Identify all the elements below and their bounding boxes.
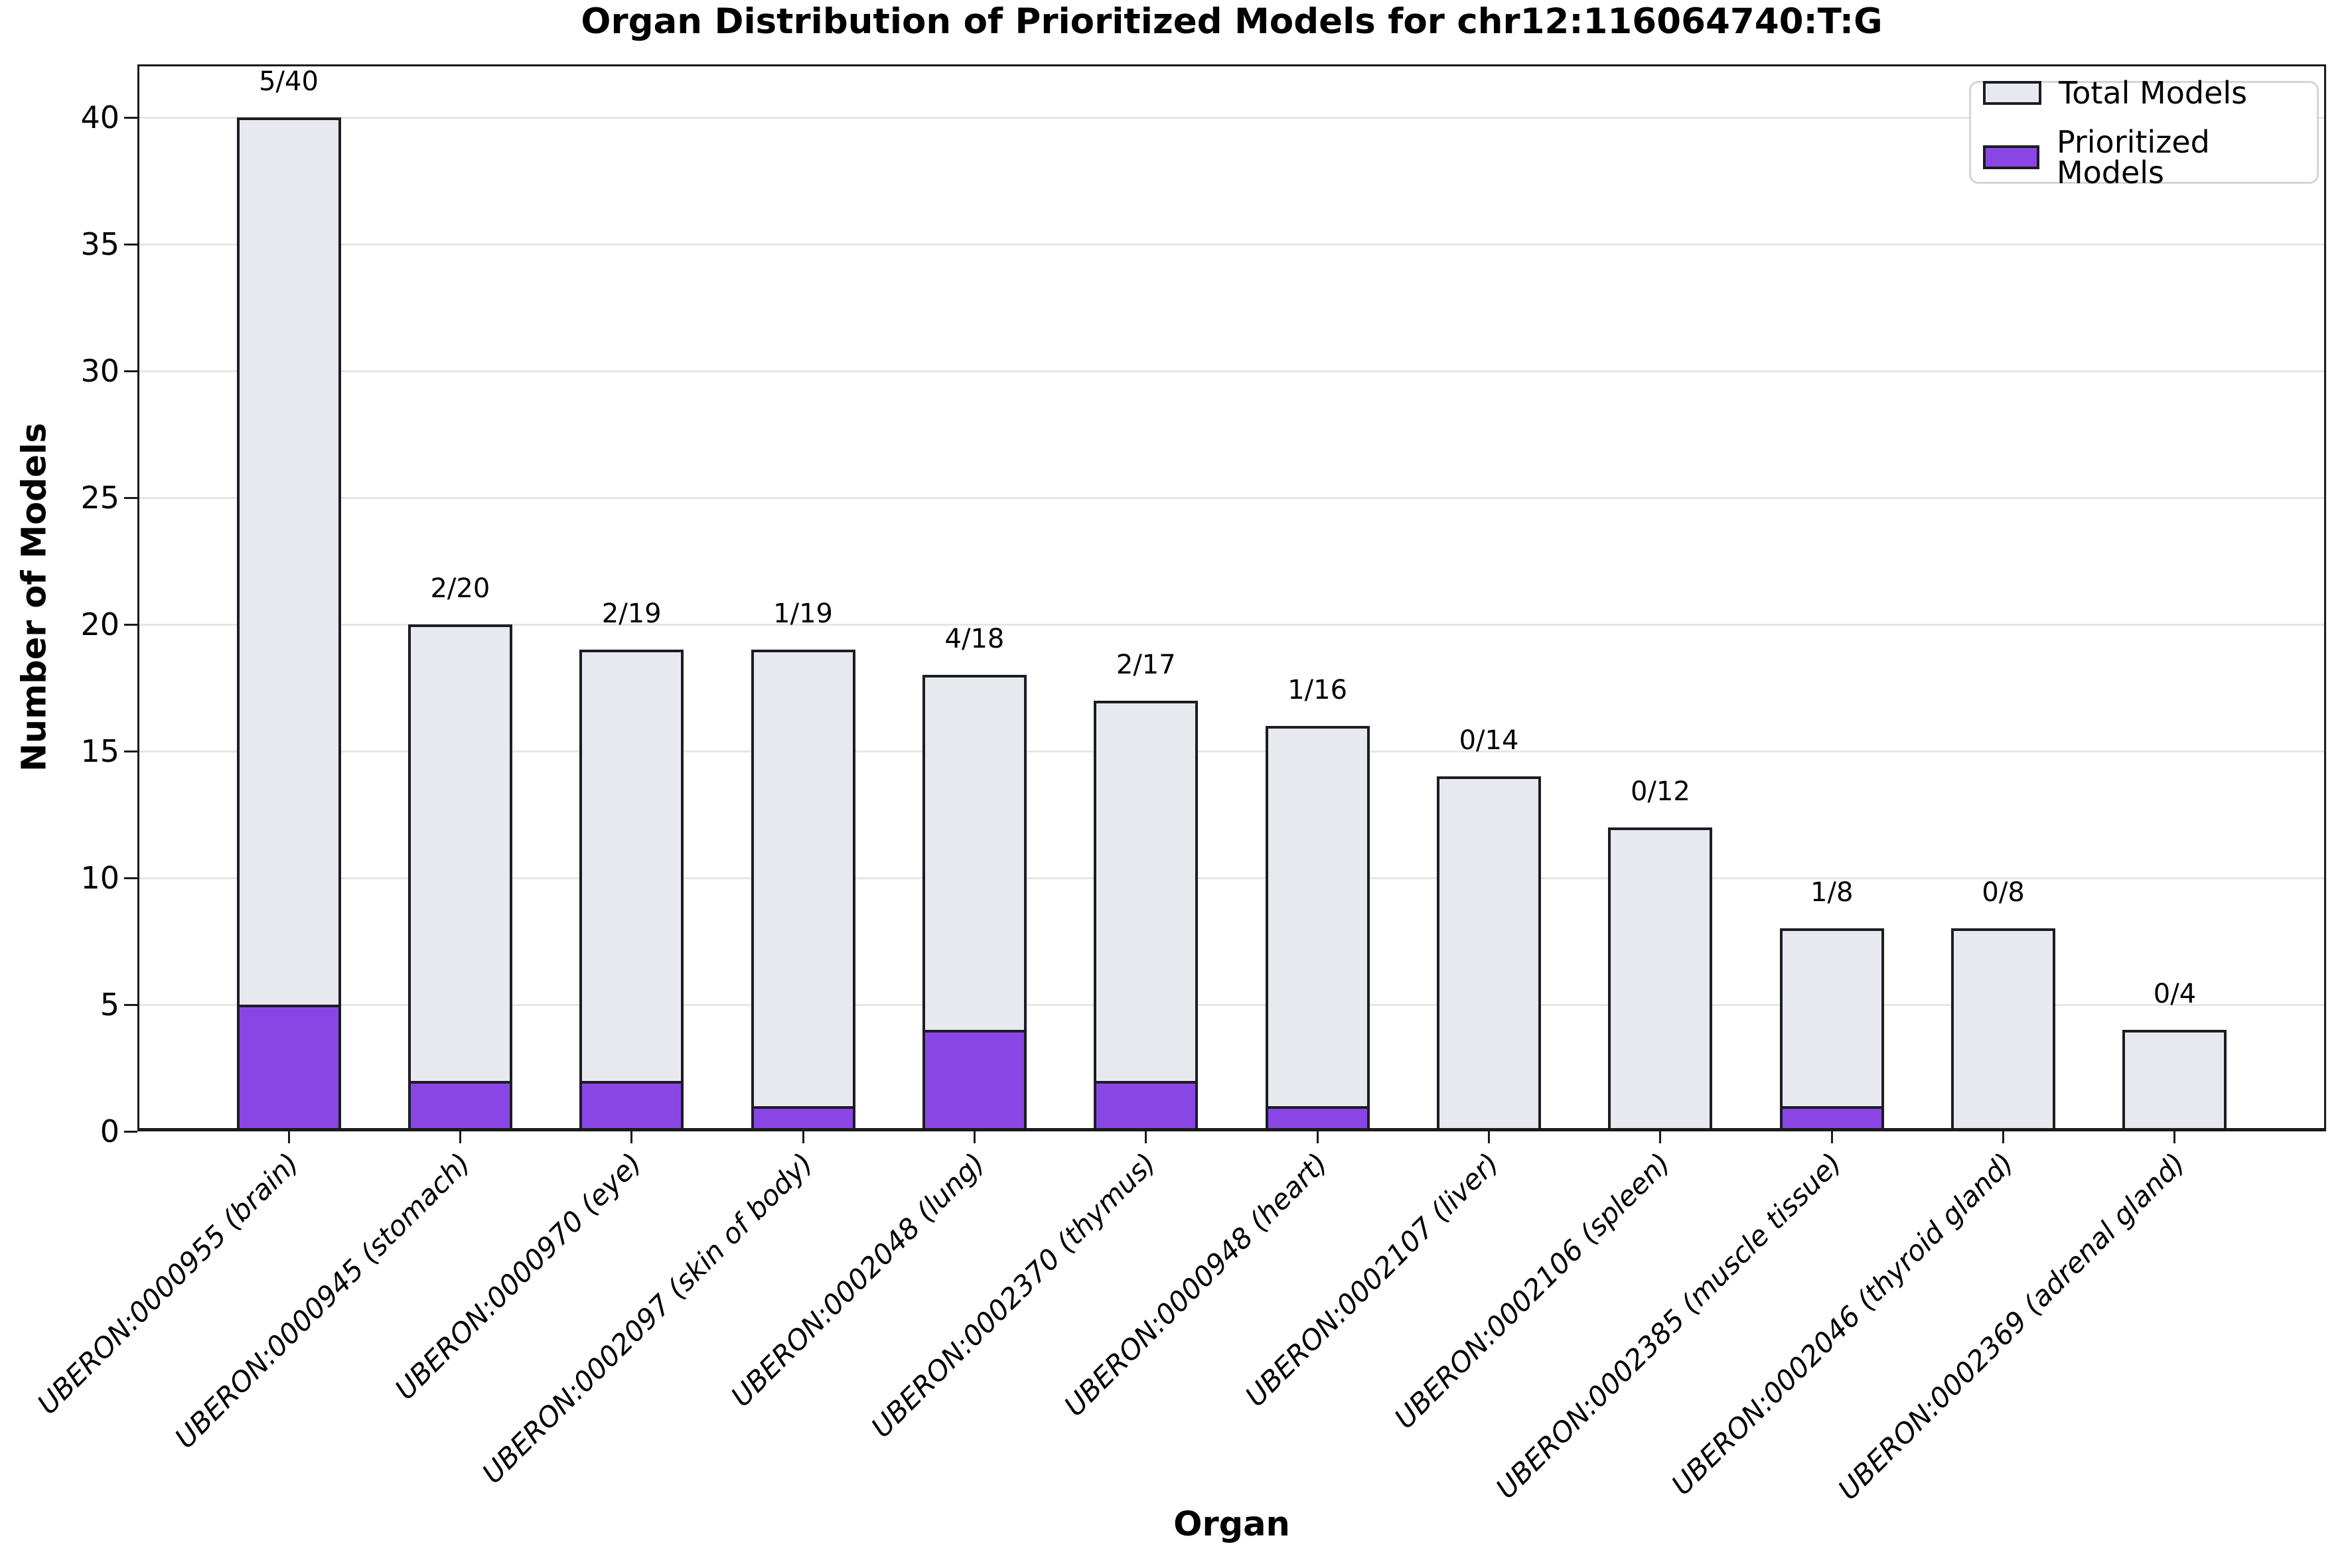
x-tick-mark-5 xyxy=(1145,1131,1147,1143)
y-tick-label-20: 20 xyxy=(80,606,119,642)
chart-title: Organ Distribution of Prioritized Models… xyxy=(581,1,1883,42)
legend-label-prioritized: Prioritized Models xyxy=(2056,123,2210,190)
y-tick-mark-5 xyxy=(124,1004,137,1006)
bar-value-label-5: 2/17 xyxy=(1116,649,1176,680)
total-bar-2 xyxy=(579,650,684,1131)
y-tick-label-40: 40 xyxy=(80,100,119,135)
gridline-y-15 xyxy=(139,750,2324,752)
y-tick-mark-0 xyxy=(124,1131,137,1133)
x-tick-mark-1 xyxy=(459,1131,461,1143)
bar-value-label-6: 1/16 xyxy=(1287,674,1348,705)
total-bar-5 xyxy=(1094,700,1199,1131)
bar-value-label-3: 1/19 xyxy=(773,599,833,630)
y-tick-label-5: 5 xyxy=(100,987,119,1023)
x-tick-mark-6 xyxy=(1316,1131,1319,1143)
bar-value-label-7: 0/14 xyxy=(1459,725,1519,756)
bar-value-label-11: 0/4 xyxy=(2153,979,2197,1010)
bar-value-label-10: 0/8 xyxy=(1982,877,2025,908)
y-tick-mark-40 xyxy=(124,117,137,119)
prioritized-bar-1 xyxy=(407,1080,512,1131)
x-axis-line xyxy=(137,1128,2326,1131)
prioritized-bar-2 xyxy=(579,1080,684,1131)
legend-row-total: Total Models xyxy=(1983,78,2317,108)
bar-value-label-1: 2/20 xyxy=(430,573,490,604)
total-bar-9 xyxy=(1779,928,1884,1131)
x-category-label-5: UBERON:0002370 (thymus) xyxy=(865,1147,1163,1444)
x-category-label-9: UBERON:0002385 (muscle tissue) xyxy=(1489,1147,1848,1506)
total-models-swatch xyxy=(1983,80,2041,105)
x-category-label-11: UBERON:0002369 (adrenal gland) xyxy=(1831,1147,2191,1506)
y-tick-label-15: 15 xyxy=(80,733,119,769)
bar-value-label-8: 0/12 xyxy=(1630,776,1690,807)
y-tick-label-30: 30 xyxy=(80,353,119,389)
left-spine xyxy=(137,64,139,1131)
y-tick-label-10: 10 xyxy=(80,860,119,896)
y-tick-mark-15 xyxy=(124,750,137,752)
right-spine xyxy=(2324,64,2326,1131)
gridline-y-5 xyxy=(139,1004,2324,1006)
top-spine xyxy=(137,64,2326,66)
y-tick-mark-35 xyxy=(124,244,137,246)
total-bar-10 xyxy=(1951,928,2056,1131)
x-tick-mark-3 xyxy=(802,1131,804,1143)
prioritized-bar-5 xyxy=(1094,1080,1199,1131)
prioritized-bar-4 xyxy=(922,1030,1027,1131)
y-tick-mark-20 xyxy=(124,624,137,626)
gridline-y-20 xyxy=(139,624,2324,626)
y-tick-mark-30 xyxy=(124,370,137,372)
y-tick-label-0: 0 xyxy=(100,1113,119,1149)
x-tick-mark-0 xyxy=(287,1131,290,1143)
x-category-label-10: UBERON:0002046 (thyroid gland) xyxy=(1664,1147,2020,1502)
legend-row-prioritized: Prioritized Models xyxy=(1983,127,2317,188)
gridline-y-25 xyxy=(139,497,2324,499)
x-category-label-1: UBERON:0000945 (stomach) xyxy=(168,1147,477,1455)
prioritized-models-swatch xyxy=(1983,145,2039,169)
y-axis-label: Number of Models xyxy=(15,423,54,772)
bar-value-label-9: 1/8 xyxy=(1810,877,1854,908)
y-tick-mark-10 xyxy=(124,877,137,879)
y-tick-mark-25 xyxy=(124,497,137,499)
x-tick-mark-11 xyxy=(2173,1131,2176,1143)
total-bar-1 xyxy=(407,624,512,1131)
y-tick-label-35: 35 xyxy=(80,226,119,262)
total-bar-11 xyxy=(2122,1030,2227,1131)
prioritized-bar-9 xyxy=(1779,1105,1884,1131)
prioritized-bar-0 xyxy=(236,1005,341,1131)
x-category-label-8: UBERON:0002106 (spleen) xyxy=(1388,1147,1677,1435)
total-bar-0 xyxy=(236,117,341,1131)
x-axis-label: Organ xyxy=(1173,1505,1290,1544)
x-tick-mark-9 xyxy=(1830,1131,1833,1143)
bar-value-label-4: 4/18 xyxy=(944,624,1005,655)
legend: Total Models Prioritized Models xyxy=(1969,78,2319,188)
total-bar-6 xyxy=(1265,725,1370,1131)
gridline-y-30 xyxy=(139,370,2324,372)
legend-label-total: Total Models xyxy=(2059,74,2248,111)
gridline-y-40 xyxy=(139,117,2324,119)
x-tick-mark-10 xyxy=(2002,1131,2005,1143)
bar-value-label-2: 2/19 xyxy=(601,599,662,630)
x-tick-mark-4 xyxy=(973,1131,976,1143)
prioritized-bar-6 xyxy=(1265,1105,1370,1131)
x-tick-mark-8 xyxy=(1659,1131,1662,1143)
x-category-label-3: UBERON:0002097 (skin of body) xyxy=(476,1147,820,1490)
gridline-y-35 xyxy=(139,244,2324,246)
y-tick-label-25: 25 xyxy=(80,480,119,516)
gridline-y-10 xyxy=(139,877,2324,879)
plot-area xyxy=(137,64,2326,1131)
x-tick-mark-7 xyxy=(1488,1131,1491,1143)
total-bar-3 xyxy=(751,650,855,1131)
x-tick-mark-2 xyxy=(630,1131,633,1143)
bar-value-label-0: 5/40 xyxy=(259,66,319,97)
total-bar-8 xyxy=(1608,827,1713,1131)
total-bar-7 xyxy=(1437,776,1542,1131)
